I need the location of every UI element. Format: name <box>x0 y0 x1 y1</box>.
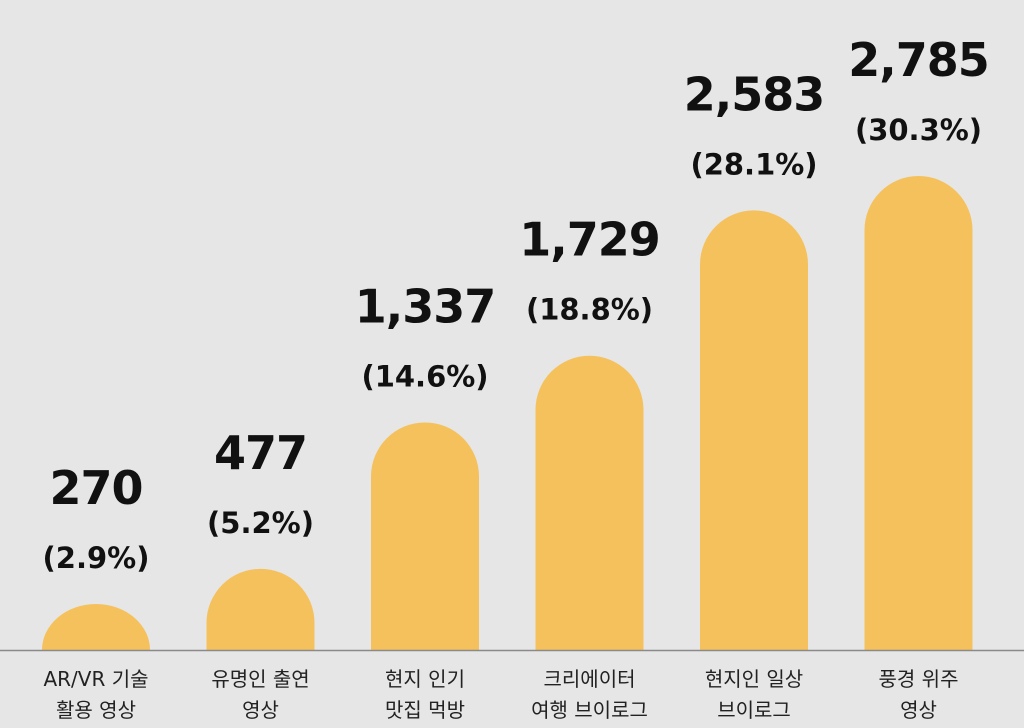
category-label-0-line-1: 활용 영상 <box>56 698 136 722</box>
bars-layer <box>42 176 973 650</box>
percent-label-5: (30.3%) <box>855 113 982 147</box>
value-label-4: 2,583 <box>684 67 825 121</box>
percent-label-1: (5.2%) <box>207 506 314 540</box>
bar-4 <box>700 210 808 650</box>
percent-label-4: (28.1%) <box>690 147 817 181</box>
value-label-0: 270 <box>49 461 142 515</box>
category-label-0-line-0: AR/VR 기술 <box>43 667 148 691</box>
category-label-3-line-0: 크리에이터 <box>544 667 636 691</box>
category-label-2-line-0: 현지 인기 <box>385 667 465 691</box>
labels-layer: 270 (2.9%) 477 (5.2%) 1,337 (14.6%) 1,729 (18.8… <box>43 33 990 575</box>
value-label-1: 477 <box>214 426 307 480</box>
category-label-4-line-0: 현지인 일상 <box>705 667 803 691</box>
percent-label-2: (14.6%) <box>361 359 488 393</box>
category-label-5-line-1: 영상 <box>900 698 937 722</box>
value-label-3: 1,729 <box>519 213 660 267</box>
bar-3 <box>535 355 644 650</box>
value-label-5: 2,785 <box>848 33 989 87</box>
category-label-4-line-1: 브이로그 <box>717 698 791 722</box>
category-label-1-line-0: 유명인 출연 <box>211 667 309 691</box>
category-label-5-line-0: 풍경 위주 <box>879 667 959 691</box>
value-label-2: 1,337 <box>355 279 496 333</box>
category-label-1-line-1: 영상 <box>242 698 279 722</box>
category-label-2-line-1: 맛집 먹방 <box>385 698 465 722</box>
category-label-3-line-1: 여행 브이로그 <box>531 698 648 722</box>
bar-1 <box>206 568 315 650</box>
bar-0 <box>42 604 150 650</box>
bar-5 <box>864 176 973 650</box>
bar-2 <box>371 422 479 650</box>
percent-label-0: (2.9%) <box>43 541 150 575</box>
percent-label-3: (18.8%) <box>526 293 653 327</box>
